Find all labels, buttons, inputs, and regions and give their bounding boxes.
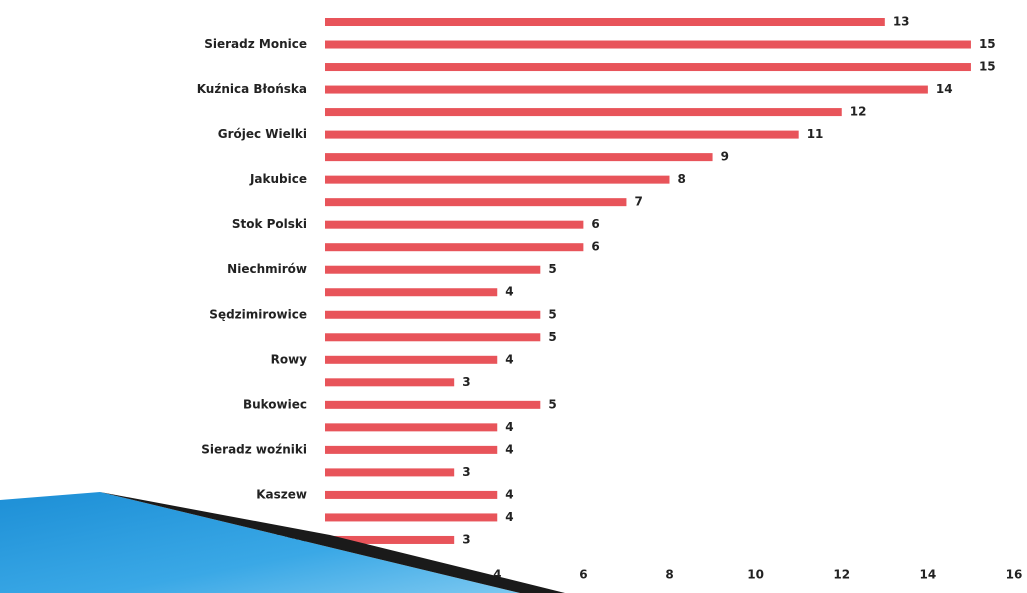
- bar: [325, 355, 498, 364]
- value-label: 15: [979, 60, 996, 74]
- y-tick-label: Bukowiec: [243, 397, 307, 411]
- value-label: 12: [850, 105, 867, 119]
- value-label: 4: [505, 510, 513, 524]
- value-label: 7: [634, 195, 642, 209]
- value-label: 4: [505, 285, 513, 299]
- bar: [325, 108, 842, 117]
- value-label: 4: [505, 442, 513, 456]
- value-label: 4: [505, 352, 513, 366]
- bar: [325, 175, 670, 184]
- bar: [325, 130, 799, 139]
- y-tick-label: Sieradz woźniki: [201, 442, 307, 456]
- value-label: 15: [979, 37, 996, 51]
- plot-area: 024681012141613Sieradz Monice1515Kuźnica…: [197, 15, 1023, 582]
- bar: [325, 63, 971, 72]
- bar: [325, 198, 627, 207]
- bar: [325, 333, 541, 342]
- bar: [325, 445, 498, 454]
- bar: [325, 400, 541, 409]
- bar: [325, 468, 455, 477]
- value-label: 11: [807, 127, 824, 141]
- value-label: 6: [591, 217, 599, 231]
- bar: [325, 85, 928, 94]
- y-tick-label: Jakubice: [249, 172, 307, 186]
- x-tick-label: 12: [833, 568, 850, 582]
- bar: [325, 18, 885, 26]
- bar: [325, 490, 498, 499]
- value-label: 13: [893, 15, 910, 29]
- value-label: 14: [936, 82, 953, 96]
- y-tick-label: Grójec Wielki: [218, 127, 307, 141]
- decoration: [0, 492, 565, 593]
- y-tick-label: Sędzimirowice: [209, 307, 307, 321]
- bar: [325, 378, 455, 387]
- value-label: 3: [462, 375, 470, 389]
- y-tick-label: Niechmirów: [227, 262, 307, 276]
- x-tick-label: 6: [579, 568, 587, 582]
- y-tick-label: Stok Polski: [232, 217, 307, 231]
- blue-shape: [0, 492, 520, 593]
- y-tick-label: Kaszew: [256, 487, 307, 501]
- y-tick-label: Kuźnica Błońska: [197, 82, 307, 96]
- value-label: 5: [548, 262, 556, 276]
- value-label: 5: [548, 307, 556, 321]
- value-label: 9: [721, 150, 729, 164]
- bar: [325, 40, 971, 49]
- x-tick-label: 16: [1006, 568, 1023, 582]
- y-tick-label: Rowy: [271, 352, 308, 366]
- bar: [325, 265, 541, 274]
- value-label: 3: [462, 532, 470, 546]
- value-label: 3: [462, 465, 470, 479]
- value-label: 4: [505, 487, 513, 501]
- value-label: 5: [548, 397, 556, 411]
- value-label: 8: [678, 172, 686, 186]
- dark-wedge: [100, 492, 565, 593]
- bar: [325, 513, 498, 522]
- bar: [325, 288, 498, 297]
- value-label: 4: [505, 420, 513, 434]
- bar: [325, 535, 455, 544]
- y-tick-label: Sieradz Monice: [204, 37, 307, 51]
- value-label: 5: [548, 330, 556, 344]
- x-tick-label: 4: [493, 568, 501, 582]
- bar: [325, 153, 713, 162]
- bar: [325, 310, 541, 319]
- x-tick-label: 10: [747, 568, 764, 582]
- bar: [325, 243, 584, 252]
- x-tick-label: 8: [665, 568, 673, 582]
- x-tick-label: 14: [920, 568, 937, 582]
- bar: [325, 423, 498, 432]
- value-label: 6: [591, 240, 599, 254]
- bar: [325, 220, 584, 229]
